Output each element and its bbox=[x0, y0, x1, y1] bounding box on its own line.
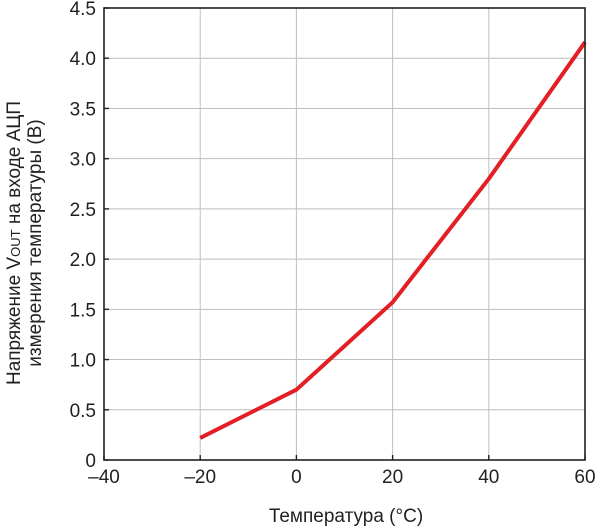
series-layer bbox=[199, 41, 587, 440]
y-tick-label: 3.0 bbox=[70, 150, 96, 171]
y-tick-labels: 0 0.5 1.0 1.5 2.0 2.5 3.0 3.5 4.0 4.5 bbox=[70, 0, 96, 472]
y-tick-label: 4.5 bbox=[70, 0, 96, 20]
y-axis-label-line1: Напряжение VOUT на входе АЦП bbox=[4, 101, 25, 385]
y-axis-label: Напряжение VOUT на входе АЦП измерения т… bbox=[4, 101, 46, 385]
y-tick-label: 1.5 bbox=[70, 300, 96, 321]
plot-frame bbox=[103, 7, 586, 461]
y-tick-label: 3.5 bbox=[70, 99, 96, 120]
x-tick-label: 0 bbox=[291, 467, 302, 488]
y-tick-label: 2.5 bbox=[70, 200, 96, 221]
x-tick-label: 60 bbox=[574, 467, 595, 488]
y-tick-label: 2.0 bbox=[70, 250, 96, 271]
x-tick-label: 40 bbox=[478, 467, 499, 488]
y-tick-label: 1.0 bbox=[70, 351, 96, 372]
x-tick-label: 20 bbox=[382, 467, 403, 488]
x-tick-label: –20 bbox=[184, 467, 216, 488]
tick-marks bbox=[103, 7, 586, 461]
x-tick-labels: –40 –20 0 20 40 60 bbox=[88, 467, 595, 488]
x-tick-label: –40 bbox=[88, 467, 120, 488]
grid-lines bbox=[104, 8, 585, 460]
y-tick-label: 0.5 bbox=[70, 401, 96, 422]
y-tick-label: 4.0 bbox=[70, 49, 96, 70]
x-axis-label: Температура (°C) bbox=[269, 506, 423, 527]
y-axis-label-line2: измерения температуры (В) bbox=[25, 119, 46, 366]
series-line bbox=[199, 41, 587, 440]
y-tick-label: 0 bbox=[85, 451, 96, 472]
